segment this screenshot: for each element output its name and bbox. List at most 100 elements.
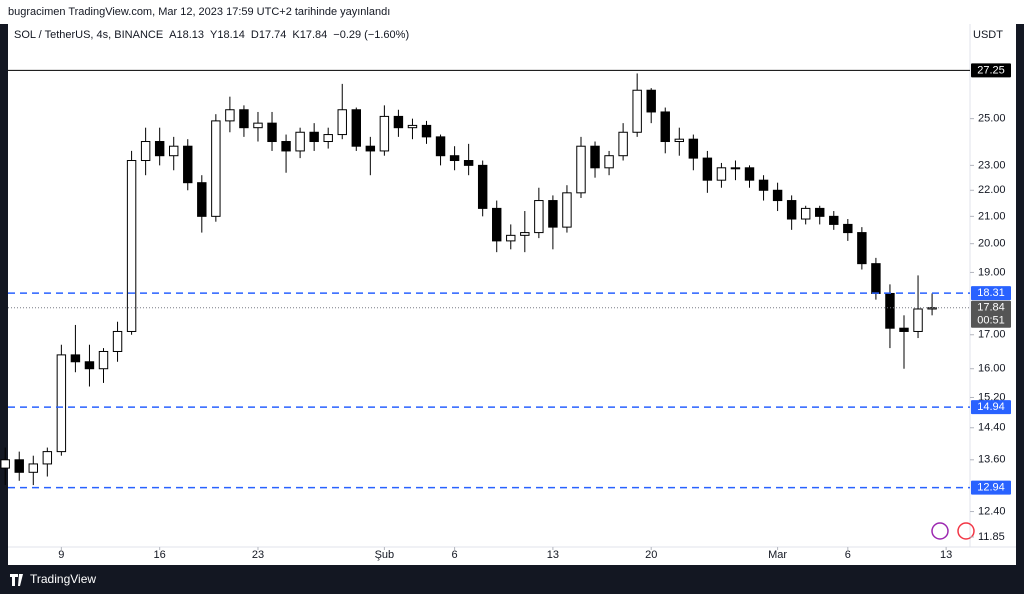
y-tick-label: 14.40 <box>978 422 1006 434</box>
candle-body <box>702 157 713 181</box>
candle-body <box>239 109 249 129</box>
candle-body <box>885 292 895 329</box>
candle-body <box>84 361 95 370</box>
candle-body <box>309 131 319 143</box>
y-tick-label: 19.00 <box>978 266 1006 278</box>
candle-body <box>506 234 516 242</box>
x-tick-label: 9 <box>58 549 64 561</box>
event-icon[interactable] <box>957 522 975 540</box>
candle-body <box>829 215 839 225</box>
candle-body <box>548 200 558 228</box>
countdown: 00:51 <box>977 315 1005 327</box>
x-tick-label: 16 <box>154 549 166 561</box>
x-tick-label: 6 <box>452 549 458 561</box>
candle-body <box>590 145 600 169</box>
candle-body <box>632 89 642 133</box>
x-tick-label: Şub <box>375 549 395 561</box>
x-tick-label: 13 <box>547 549 559 561</box>
candle-body <box>744 167 755 181</box>
candle-body <box>871 263 881 294</box>
chart-area <box>8 24 1016 565</box>
candle-body <box>0 459 10 469</box>
currency: USDT <box>973 29 1003 41</box>
candle-body <box>646 89 656 113</box>
candle-body <box>688 138 699 159</box>
candle-body <box>225 109 235 122</box>
candle-body <box>98 350 109 370</box>
candle-body <box>604 155 614 169</box>
candle-body <box>379 115 390 152</box>
brand: TradingView <box>30 572 96 586</box>
candle-body <box>154 141 165 157</box>
legend-item: A18.13 <box>169 29 204 41</box>
candle-body <box>772 189 783 202</box>
legend-item: SOL / TetherUS, 4s, BINANCE <box>14 29 163 41</box>
candle-body <box>660 111 670 143</box>
candle-body <box>618 131 628 157</box>
candle-body <box>534 200 544 234</box>
candle-body <box>169 145 179 157</box>
candle-body <box>337 109 347 136</box>
candle-body <box>253 122 263 129</box>
x-tick-label: 13 <box>940 549 952 561</box>
candle-body <box>576 145 586 194</box>
y-tick-label: 17.00 <box>978 329 1006 341</box>
x-tick-label: Mar <box>768 549 787 561</box>
candle-body <box>14 459 24 473</box>
candle-body <box>520 232 530 236</box>
candle-body <box>449 155 460 162</box>
last-price-box <box>971 300 1011 328</box>
candle-body <box>281 141 291 152</box>
candle-body <box>211 120 221 217</box>
candle-body <box>112 330 123 352</box>
candle-body <box>295 131 305 152</box>
candle-body <box>463 160 474 166</box>
x-tick-label: 23 <box>252 549 264 561</box>
price-level-label: 27.25 <box>977 64 1005 76</box>
candle-body <box>562 192 572 228</box>
candle-body <box>42 451 53 465</box>
candle-body <box>492 207 502 242</box>
y-tick-label: 12.40 <box>978 505 1006 517</box>
price-level-box <box>971 480 1011 495</box>
published-note: bugracimen TradingView.com, Mar 12, 2023… <box>8 6 390 18</box>
last-price-label: 17.84 <box>977 302 1005 314</box>
y-tick-label: 25.00 <box>978 113 1006 125</box>
candle-body <box>393 115 404 129</box>
candle-body <box>716 167 727 181</box>
y-tick-label: 16.00 <box>978 363 1006 375</box>
candle-body <box>730 167 741 170</box>
candle-body <box>857 232 867 265</box>
legend-item: Y18.14 <box>210 29 245 41</box>
x-tick-label: 20 <box>645 549 657 561</box>
y-tick-label: 22.00 <box>978 184 1006 196</box>
candle-body <box>140 141 151 162</box>
price-level-label: 12.94 <box>977 482 1005 494</box>
x-tick-label: 6 <box>845 549 851 561</box>
y-tick-label: 21.00 <box>978 210 1006 222</box>
candle-body <box>815 207 825 217</box>
y-tick-label: 20.00 <box>978 238 1006 250</box>
candle-body <box>28 463 38 473</box>
candle-body <box>197 182 207 217</box>
candle-body <box>435 136 446 157</box>
legend-item: D17.74 <box>251 29 286 41</box>
candle-body <box>323 134 333 143</box>
event-icon[interactable] <box>931 522 949 540</box>
header-bar <box>0 0 1024 24</box>
price-level-box <box>971 400 1011 415</box>
candle-body <box>365 145 376 152</box>
candle-body <box>183 145 193 184</box>
price-level-box <box>971 286 1011 301</box>
candle-body <box>56 354 67 453</box>
candle-body <box>267 122 277 143</box>
price-level-box <box>971 63 1011 78</box>
candle-body <box>421 124 432 138</box>
brand-logo <box>10 574 23 586</box>
candle-body <box>407 124 418 129</box>
candle-body <box>786 200 797 220</box>
candle-body <box>674 138 685 143</box>
candle-body <box>351 109 361 147</box>
